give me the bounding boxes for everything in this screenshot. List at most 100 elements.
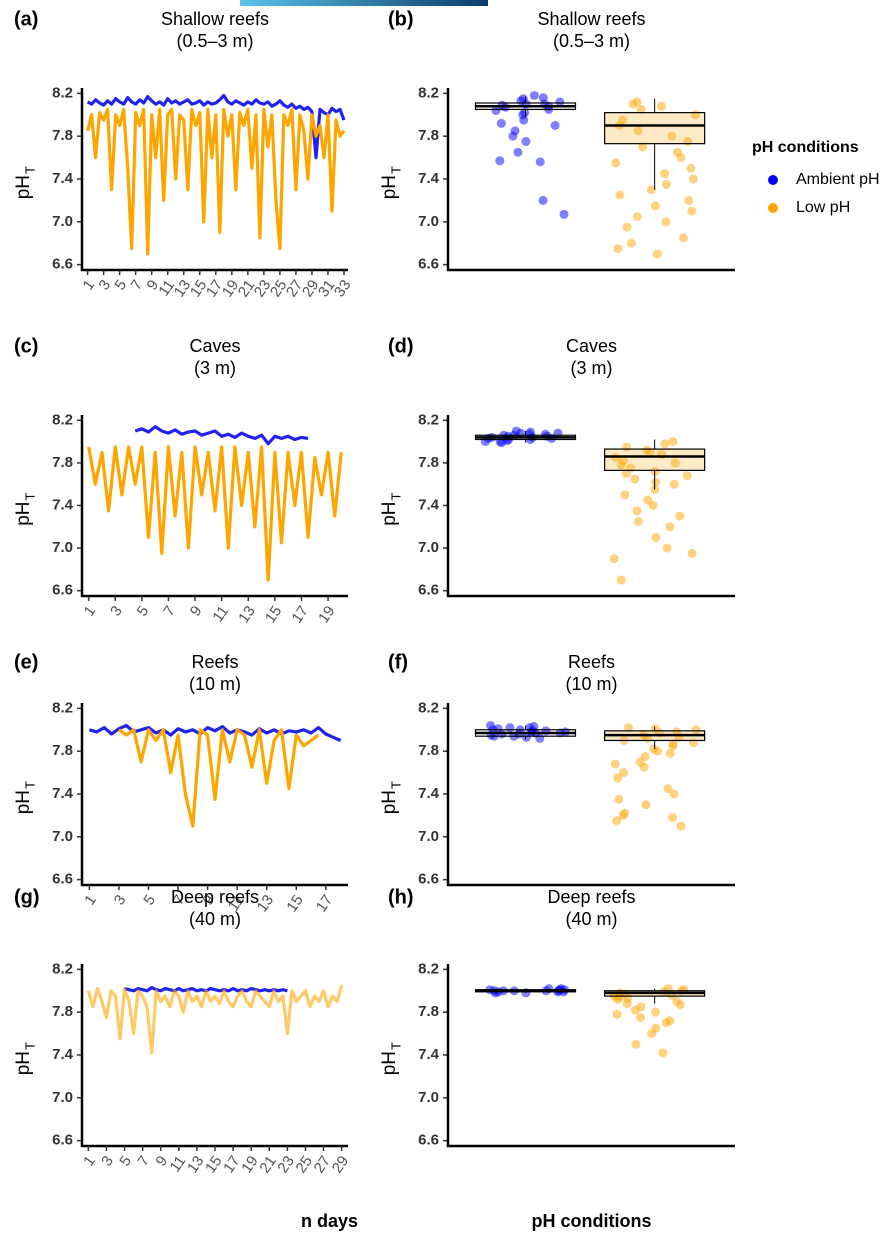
jitter-point <box>649 744 659 754</box>
chart-subtitle: (0.5–3 m) <box>553 31 630 51</box>
jitter-point <box>633 516 643 526</box>
jitter-point <box>555 97 565 107</box>
x-tick-label: 33 <box>331 277 354 300</box>
jitter-point <box>486 720 496 730</box>
jitter-point <box>632 506 642 516</box>
jitter-point <box>636 104 646 114</box>
jitter-point <box>633 126 643 136</box>
y-tick-label: 7.0 <box>418 539 439 556</box>
jitter-point <box>682 471 692 481</box>
jitter-point <box>663 784 673 794</box>
y-tick-label: 8.2 <box>418 411 439 428</box>
y-axis-label: pHT <box>379 781 403 814</box>
x-tick-label: 5 <box>111 277 130 294</box>
jitter-point <box>623 723 633 733</box>
x-tick-label: 3 <box>111 892 130 909</box>
y-tick-label: 7.8 <box>52 1003 73 1020</box>
x-tick-label: 27 <box>311 1153 334 1176</box>
y-label-sub: T <box>388 781 403 789</box>
y-tick-label: 6.6 <box>52 582 73 599</box>
x-tick-label: 19 <box>315 603 338 626</box>
x-tick-label: 21 <box>256 1153 279 1176</box>
jitter-point <box>529 90 539 100</box>
jitter-point <box>621 469 631 479</box>
line-series <box>117 728 320 828</box>
jitter-point <box>650 466 660 476</box>
jitter-point <box>613 773 623 783</box>
y-tick-label: 8.2 <box>418 960 439 977</box>
x-tick-label: 17 <box>220 1153 243 1176</box>
jitter-point <box>676 821 686 831</box>
legend-label: Ambient pH <box>796 171 880 188</box>
jitter-point <box>521 732 531 742</box>
jitter-point <box>495 156 505 166</box>
chart-subtitle: (3 m) <box>194 358 236 378</box>
panel-label: (f) <box>388 651 408 673</box>
x-tick-label: 21 <box>235 277 258 300</box>
x-tick-label: 23 <box>251 277 274 300</box>
jitter-point <box>508 131 518 141</box>
y-tick-label: 7.8 <box>418 742 439 759</box>
jitter-point <box>639 762 649 772</box>
y-tick-label: 7.0 <box>418 1089 439 1106</box>
jitter-point <box>614 794 624 804</box>
jitter-point <box>673 147 683 157</box>
y-label: pH <box>379 790 400 814</box>
jitter-point <box>661 179 671 189</box>
jitter-point <box>678 233 688 243</box>
x-tick-label: 15 <box>202 1153 225 1176</box>
jitter-point <box>665 1016 675 1026</box>
jitter-point <box>641 800 651 810</box>
legend-title: pH conditions <box>752 139 859 156</box>
jitter-point <box>612 816 622 826</box>
x-tick-label: 13 <box>254 892 277 915</box>
y-tick-label: 7.4 <box>52 170 74 187</box>
x-axis-label: pH conditions <box>532 1211 652 1231</box>
x-tick-label: 15 <box>187 277 210 300</box>
jitter-point <box>669 479 679 489</box>
jitter-point <box>609 554 619 564</box>
jitter-point <box>505 723 515 733</box>
jitter-point <box>688 738 698 748</box>
jitter-point <box>656 101 666 111</box>
jitter-point <box>638 142 648 152</box>
jitter-point <box>675 511 685 521</box>
y-tick-label: 6.6 <box>52 871 73 888</box>
y-tick-label: 7.4 <box>418 496 440 513</box>
y-tick-label: 7.0 <box>52 1089 73 1106</box>
jitter-point <box>521 137 531 147</box>
jitter-point <box>630 474 640 484</box>
jitter-point <box>665 748 675 758</box>
jitter-point <box>687 548 697 558</box>
x-tick-label: 19 <box>238 1153 261 1176</box>
jitter-point <box>520 108 530 118</box>
y-tick-label: 7.8 <box>418 127 439 144</box>
jitter-point <box>632 97 642 107</box>
y-tick-label: 7.4 <box>52 496 74 513</box>
x-tick-label: 3 <box>107 603 126 620</box>
legend-swatch <box>768 203 778 213</box>
chart-subtitle: (40 m) <box>189 909 241 929</box>
jitter-point <box>668 739 678 749</box>
x-tick-label: 5 <box>140 892 159 909</box>
jitter-point <box>613 244 623 254</box>
x-tick-label: 13 <box>171 277 194 300</box>
y-tick-label: 7.4 <box>52 785 74 802</box>
jitter-point <box>646 185 656 195</box>
y-tick-label: 8.2 <box>52 411 73 428</box>
jitter-point <box>622 442 632 452</box>
panel-label: (a) <box>14 8 38 30</box>
y-tick-label: 7.0 <box>52 539 73 556</box>
y-tick-label: 6.6 <box>52 1132 73 1149</box>
jitter-point <box>668 437 678 447</box>
jitter-point <box>616 460 626 470</box>
y-label: pH <box>13 1051 34 1075</box>
jitter-point <box>691 725 701 735</box>
jitter-point <box>491 105 501 115</box>
jitter-point <box>661 217 671 227</box>
x-tick-label: 7 <box>134 1153 153 1170</box>
x-tick-label: 7 <box>160 603 179 620</box>
jitter-point <box>622 222 632 232</box>
x-tick-label: 15 <box>262 603 285 626</box>
